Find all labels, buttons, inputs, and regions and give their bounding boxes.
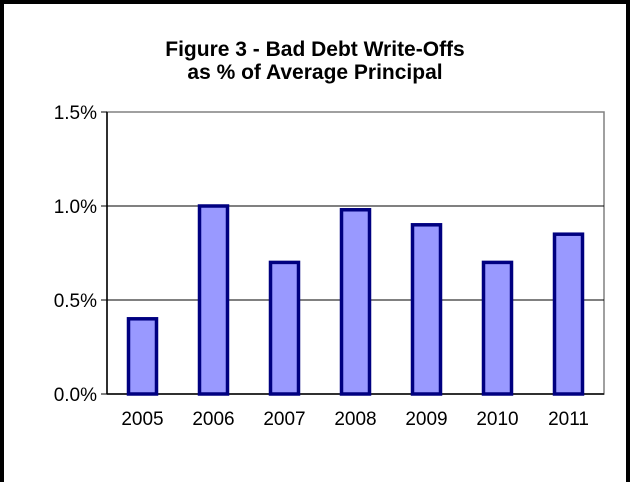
bar — [552, 232, 585, 396]
bar — [268, 260, 301, 396]
y-tick-label: 0.0% — [54, 385, 97, 406]
chart-title-line-2: as % of Average Principal — [187, 61, 443, 84]
bar — [126, 317, 159, 396]
x-tick-label: 2005 — [121, 409, 163, 430]
x-tick-label: 2010 — [476, 409, 518, 430]
chart-title-line-1: Figure 3 - Bad Debt Write-Offs — [165, 38, 465, 61]
x-tick-label: 2008 — [334, 409, 376, 430]
bar — [410, 223, 443, 396]
y-tick-label: 1.5% — [54, 103, 97, 124]
bar — [339, 208, 372, 396]
y-tick-label: 0.5% — [54, 291, 97, 312]
bar — [481, 260, 514, 396]
x-tick-label: 2007 — [263, 409, 305, 430]
bar — [197, 204, 230, 396]
y-tick-label: 1.0% — [54, 197, 97, 218]
chart-title: Figure 3 - Bad Debt Write-Offs as % of A… — [0, 38, 630, 84]
x-tick-label: 2006 — [192, 409, 234, 430]
x-tick-label: 2009 — [405, 409, 447, 430]
x-tick-label: 2011 — [548, 409, 589, 430]
